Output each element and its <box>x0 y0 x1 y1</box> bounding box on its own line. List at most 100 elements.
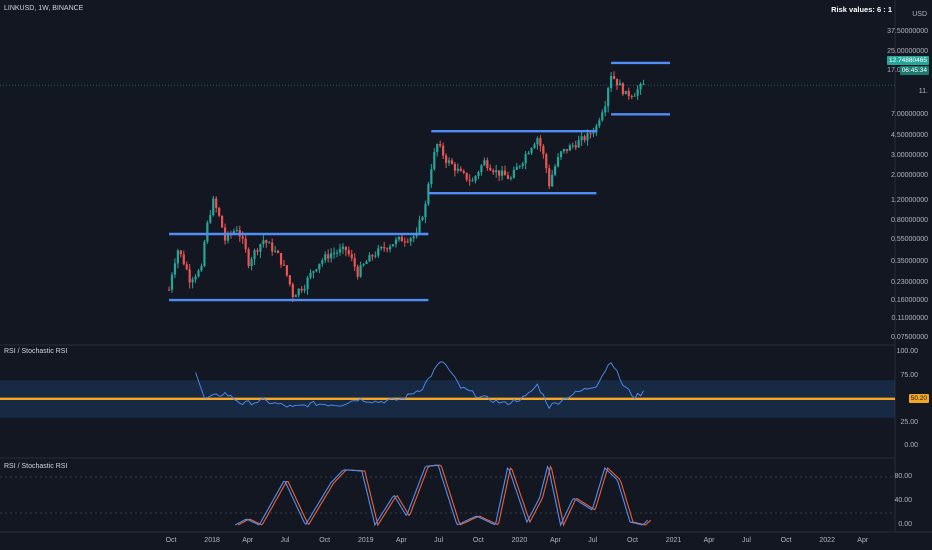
time-tick-label: Apr <box>703 537 715 544</box>
rsi-value-tag: 50.20 <box>908 394 929 403</box>
time-tick-label: 2018 <box>204 537 220 544</box>
candle-body <box>495 170 498 173</box>
candle-body <box>356 266 359 277</box>
candle-body <box>607 88 610 107</box>
time-tick-label: Oct <box>472 537 484 544</box>
candle-body <box>209 215 212 223</box>
rsi-tick-label: 25.00 <box>900 418 918 426</box>
candle-body <box>604 106 607 113</box>
rsi-tick-label: 75.00 <box>900 371 918 379</box>
candle-body <box>386 248 389 250</box>
candle-body <box>344 246 347 251</box>
price-tick-label: 0.07500000 <box>891 334 928 341</box>
time-tick-label: Jul <box>434 537 444 544</box>
candle-body <box>515 166 518 170</box>
candlestick-series <box>167 71 645 302</box>
rsi-pane-title[interactable]: RSI / Stochastic RSI <box>4 348 68 355</box>
candle-body <box>347 250 350 255</box>
candle-body <box>368 255 371 262</box>
risk-values: Risk values: 6 : 1 <box>831 5 892 14</box>
candle-body <box>197 270 200 277</box>
candle-body <box>391 244 395 247</box>
candle-body <box>477 172 480 177</box>
candle-body <box>536 138 539 145</box>
price-tick-label: 0.35000000 <box>891 258 928 266</box>
candle-body <box>371 255 374 257</box>
candle-body <box>506 175 510 179</box>
time-tick-label: Apr <box>395 537 407 544</box>
candle-body <box>412 236 415 239</box>
candle-body <box>297 288 300 296</box>
candle-body <box>486 160 489 168</box>
candle-body <box>212 198 215 216</box>
candle-body <box>388 246 392 250</box>
candle-body <box>265 240 268 243</box>
candle-body <box>489 167 492 171</box>
candle-body <box>173 263 177 275</box>
stoch-pane <box>0 464 895 527</box>
candle-body <box>221 215 224 228</box>
candle-body <box>294 295 297 298</box>
candle-body <box>450 160 454 165</box>
price-tick-label: 2.00000000 <box>891 172 928 180</box>
time-tick-label: Jul <box>588 537 598 544</box>
rsi-tick-label: 0.00 <box>904 442 918 449</box>
candle-body <box>282 264 286 266</box>
candle-body <box>621 83 624 95</box>
candle-body <box>498 170 501 176</box>
candle-body <box>574 145 577 148</box>
candle-body <box>465 172 468 180</box>
candle-body <box>409 238 412 242</box>
rsi-line <box>195 361 644 410</box>
candle-body <box>215 198 218 208</box>
candle-body <box>274 250 277 252</box>
candle-body <box>556 157 560 167</box>
candle-body <box>256 250 259 252</box>
candle-body <box>610 76 613 89</box>
currency-label: USD <box>912 11 927 18</box>
candle-body <box>615 78 619 86</box>
candle-body <box>365 261 368 264</box>
candle-body <box>203 241 206 267</box>
candle-body <box>533 144 536 149</box>
time-tick-label: 2021 <box>665 537 682 544</box>
candle-body <box>318 263 321 270</box>
candle-body <box>624 90 627 95</box>
time-tick-label: Jul <box>280 537 290 544</box>
candle-body <box>306 277 309 290</box>
candle-body <box>633 95 636 97</box>
price-tick-label: 25.00000000 <box>887 47 928 55</box>
candle-body <box>474 176 477 181</box>
candle-body <box>601 112 604 121</box>
candle-body <box>430 169 433 185</box>
time-tick-label: Oct <box>780 537 792 544</box>
candle-body <box>612 76 616 79</box>
price-tick-label: 7.00000000 <box>891 110 928 118</box>
stoch-tick-label: 0.00 <box>898 521 912 528</box>
candle-body <box>480 165 483 173</box>
symbol-title[interactable]: LINKUSD, 1W, BINANCE <box>4 5 84 12</box>
candle-body <box>291 284 294 298</box>
candle-body <box>321 260 324 264</box>
candle-body <box>232 231 235 234</box>
candle-body <box>400 236 403 242</box>
candle-body <box>483 160 486 166</box>
candle-body <box>618 83 622 86</box>
candle-body <box>583 136 586 141</box>
candle-body <box>542 146 545 155</box>
candle-body <box>279 253 283 265</box>
stoch-tick-label: 40.00 <box>894 497 912 504</box>
candle-body <box>200 266 203 271</box>
stoch-pane-title[interactable]: RSI / Stochastic RSI <box>4 463 68 470</box>
candle-body <box>182 254 185 265</box>
candle-body <box>571 145 574 147</box>
candle-body <box>589 133 592 135</box>
candle-body <box>353 258 356 267</box>
candle-body <box>226 233 230 241</box>
candle-body <box>303 289 306 291</box>
price-tick-label: 1.20000000 <box>891 197 928 205</box>
candle-body <box>459 168 462 172</box>
candle-body <box>568 145 571 151</box>
candle-body <box>524 154 527 164</box>
